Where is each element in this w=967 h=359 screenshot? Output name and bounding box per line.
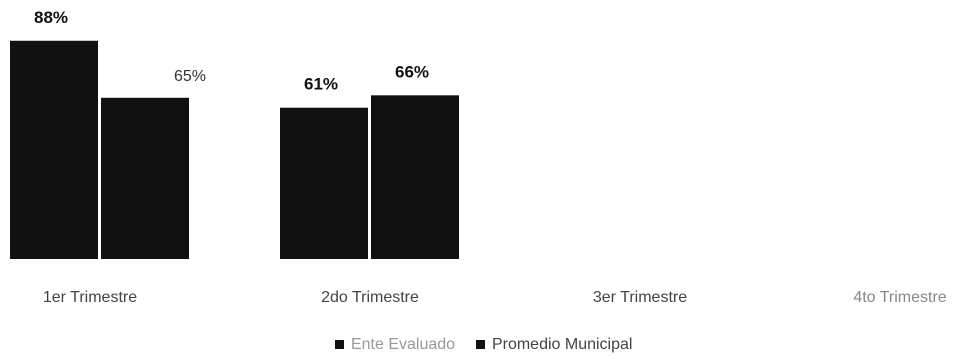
bar-ente-evaluado-1 [10,40,98,260]
bar-promedio-municipal-1 [101,97,189,259]
legend-swatch-ente-evaluado [334,340,344,349]
legend-swatch-promedio-municipal [475,340,485,349]
legend-item-ente-evaluado: Ente Evaluado [334,336,456,354]
category-label-4: 4to Trimestre [853,289,946,306]
bar-chart: 88% 65% 1er Trimestre 61% 66% 2do Trimestre 3e… [10,8,947,306]
data-label-promedio-municipal-2: 66% [395,62,429,81]
category-label-1: 1er Trimestre [43,289,137,306]
category-label-3: 3er Trimestre [593,289,687,306]
category-label-2: 2do Trimestre [321,289,419,306]
legend-label-ente-evaluado: Ente Evaluado [350,336,456,353]
data-label-promedio-municipal-1: 65% [174,68,206,85]
bar-promedio-municipal-2 [371,95,459,259]
data-label-ente-evaluado-1: 88% [34,8,68,27]
data-label-ente-evaluado-2: 61% [304,75,338,94]
legend-label-promedio-municipal: Promedio Municipal [491,336,633,353]
chart-legend: Ente Evaluado Promedio Municipal [0,336,967,354]
legend-item-promedio-municipal: Promedio Municipal [475,336,633,354]
bar-ente-evaluado-2 [280,107,368,259]
